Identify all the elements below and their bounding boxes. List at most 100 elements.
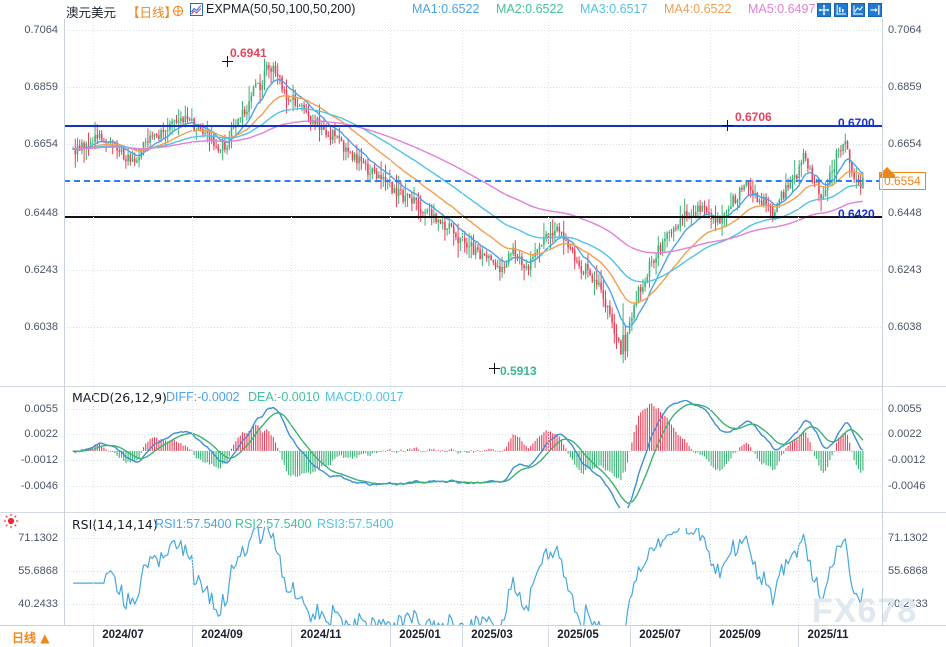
ma3-value: MA3:0.6517 — [580, 2, 648, 16]
price-label-0.6420[interactable]: 0.6420 — [838, 207, 875, 221]
macd-diff-value: DIFF:-0.0002 — [166, 390, 240, 404]
rsi-ytick-right-2: 40.2433 — [888, 598, 928, 610]
panel-separator-macd — [0, 386, 946, 387]
x-axis-tick-label: 2025/03 — [471, 629, 513, 641]
indicator-icon[interactable] — [190, 3, 203, 16]
macd-ytick-right-1: 0.0022 — [888, 428, 922, 440]
price-candlestick-plot[interactable] — [64, 19, 882, 385]
vertical-gridline — [798, 19, 799, 625]
annotation-marker-low-icon — [489, 363, 500, 374]
support-line-0.6420[interactable] — [64, 216, 882, 218]
x-axis-tick-label: 2025/11 — [807, 629, 849, 641]
rsi-ytick-0: 71.1302 — [18, 532, 58, 544]
macd-ytick-2: -0.0012 — [20, 454, 58, 466]
macd-ytick-right-2: -0.0012 — [888, 454, 926, 466]
vertical-gridline — [291, 19, 292, 625]
price-ytick-0: 0.7064 — [24, 24, 58, 36]
price-ytick-5: 0.6038 — [24, 321, 58, 333]
indicator-formula: EXPMA(50,50,100,50,200) — [206, 2, 356, 16]
chart-expand-tool-icon[interactable] — [868, 3, 882, 17]
chart-header: 澳元美元 【日线】 EXPMA(50,50,100,50,200) MA1:0.… — [0, 0, 946, 20]
annotation-marker-high2-icon — [722, 120, 733, 131]
current-price-marker-icon — [879, 167, 895, 178]
annotation-low-0.5913: 0.5913 — [500, 364, 537, 378]
macd-histogram-plot[interactable] — [64, 400, 882, 508]
chart-scale-tool-icon[interactable] — [834, 3, 848, 17]
current-price-line[interactable] — [64, 180, 882, 182]
x-axis-tick-label: 2025/07 — [639, 629, 681, 641]
chart-toolbar — [817, 3, 882, 17]
macd-macd-value: MACD:0.0017 — [325, 390, 404, 404]
ma2-value: MA2:0.6522 — [496, 2, 564, 16]
resistance-line-0.6700[interactable] — [64, 125, 882, 127]
annotation-high-0.6706: 0.6706 — [735, 110, 772, 124]
symbol-name: 澳元美元 — [66, 5, 117, 20]
panel-separator-rsi — [0, 512, 946, 513]
x-axis-tick-separator — [291, 626, 292, 647]
chart-shift-tool-icon[interactable] — [851, 3, 865, 17]
vertical-gridline — [462, 19, 463, 625]
price-ytick-right-0: 0.7064 — [888, 24, 922, 36]
x-axis-tick-separator — [462, 626, 463, 647]
x-axis-tick-separator — [93, 626, 94, 647]
vertical-gridline — [710, 19, 711, 625]
macd-ytick-right-0: 0.0055 — [888, 403, 922, 415]
annotation-marker-high-icon — [222, 56, 233, 67]
x-axis-tick-separator — [798, 626, 799, 647]
macd-title: MACD(26,12,9) — [72, 390, 167, 405]
macd-ytick-3: -0.0046 — [20, 480, 58, 492]
x-axis-tick-separator — [390, 626, 391, 647]
watermark: FX678 — [812, 592, 918, 630]
x-axis-tick-separator — [192, 626, 193, 647]
bottom-axis-bar: 日线 ▲ 2024/07 2024/09 2024/11 2025/01 2025/03… — [0, 625, 946, 647]
ma4-value: MA4:0.6522 — [664, 2, 732, 16]
price-ytick-right-2: 0.6654 — [888, 138, 922, 150]
price-ytick-right-4: 0.6243 — [888, 264, 922, 276]
x-axis-tick-label: 2025/05 — [557, 629, 599, 641]
macd-dea-value: DEA:-0.0010 — [248, 390, 320, 404]
crosshair-move-tool-icon[interactable] — [817, 3, 831, 17]
vertical-gridline — [390, 19, 391, 625]
rsi-ytick-1: 55.6868 — [18, 565, 58, 577]
ma5-value: MA5:0.6497 — [748, 2, 816, 16]
macd-ytick-1: 0.0022 — [24, 428, 58, 440]
period-selector-arrow-icon: ▲ — [40, 631, 50, 645]
annotation-high-0.6941: 0.6941 — [230, 46, 267, 60]
period-selector-label: 日线 — [12, 631, 37, 645]
plot-left-border — [64, 19, 65, 625]
x-axis-tick-separator — [548, 626, 549, 647]
plot-right-border — [882, 19, 883, 625]
ma1-value: MA1:0.6522 — [412, 2, 480, 16]
price-ytick-2: 0.6654 — [24, 138, 58, 150]
rsi3-value: RSI3:57.5400 — [317, 517, 394, 531]
vertical-gridline — [93, 19, 94, 625]
rsi2-value: RSI2:57.5400 — [235, 517, 312, 531]
alert-sun-icon[interactable] — [3, 513, 19, 529]
vertical-gridline — [192, 19, 193, 625]
x-axis-tick-label: 2025/09 — [719, 629, 761, 641]
rsi-ytick-right-1: 55.6868 — [888, 565, 928, 577]
price-label-0.6700[interactable]: 0.6700 — [838, 116, 875, 130]
macd-ytick-right-3: -0.0046 — [888, 480, 926, 492]
vertical-gridline — [630, 19, 631, 625]
price-ytick-3: 0.6448 — [24, 207, 58, 219]
x-axis-tick-label: 2024/09 — [201, 629, 243, 641]
price-ytick-1: 0.6859 — [24, 81, 58, 93]
x-axis-tick-label: 2025/01 — [399, 629, 441, 641]
x-axis-tick-label: 2024/07 — [102, 629, 144, 641]
period-selector-button[interactable]: 日线 ▲ — [12, 629, 49, 646]
period-label: 【日线】 — [127, 5, 178, 20]
price-ytick-right-3: 0.6448 — [888, 207, 922, 219]
price-ytick-right-5: 0.6038 — [888, 321, 922, 333]
x-axis-tick-separator — [630, 626, 631, 647]
crosshair-icon[interactable] — [172, 4, 184, 17]
x-axis-tick-label: 2024/11 — [300, 629, 342, 641]
rsi-line-plot[interactable] — [64, 528, 882, 625]
rsi-ytick-2: 40.2433 — [18, 598, 58, 610]
rsi1-value: RSI1:57.5400 — [155, 517, 232, 531]
x-axis-tick-separator — [710, 626, 711, 647]
vertical-gridline — [548, 19, 549, 625]
price-ytick-4: 0.6243 — [24, 264, 58, 276]
macd-ytick-0: 0.0055 — [24, 403, 58, 415]
